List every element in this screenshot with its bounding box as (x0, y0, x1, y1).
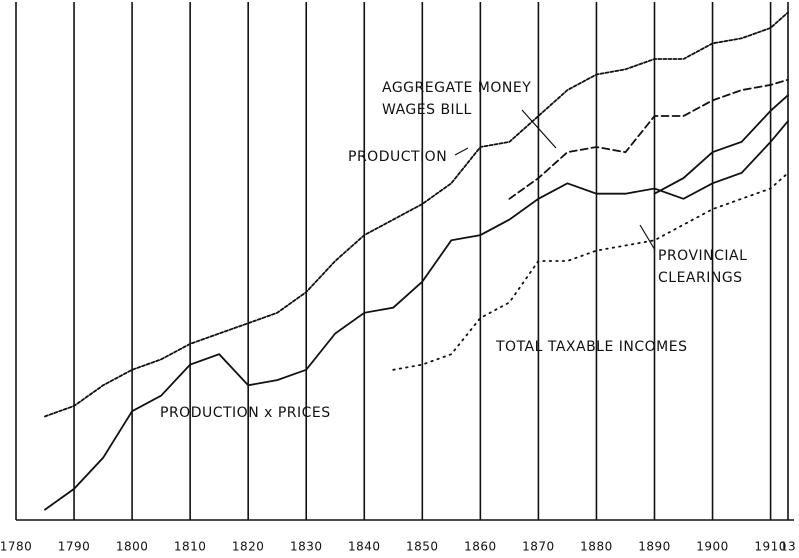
x-tick-label: 1900 (696, 540, 729, 554)
annotation: PROVINCIAL (658, 248, 747, 264)
x-tick-label: 1810 (174, 540, 207, 554)
x-tick-label: 1840 (348, 540, 381, 554)
annotation: PRODUCTION (348, 149, 447, 165)
x-tick-label: 1780 (0, 540, 32, 554)
series-line (508, 78, 789, 200)
annotation: PRODUCTION x PRICES (160, 405, 331, 421)
x-tick-label: 1910 (754, 540, 787, 554)
series-line (653, 94, 789, 195)
x-tick-label: 1830 (290, 540, 323, 554)
x-tick-label: 13 (780, 540, 796, 554)
annotation: AGGREGATE MONEY (382, 80, 531, 96)
pointer (454, 109, 656, 251)
x-tick-label: 1850 (406, 540, 439, 554)
x-tick-label: 1820 (232, 540, 265, 554)
annotation: WAGES BILL (382, 102, 472, 118)
annotation: CLEARINGS (658, 270, 743, 286)
x-tick-label: 1890 (638, 540, 671, 554)
x-tick-label: 1880 (580, 540, 613, 554)
x-tick-label: 1860 (464, 540, 497, 554)
series-line (44, 11, 789, 418)
x-tick-label: 1800 (116, 540, 149, 554)
x-tick-label: 1790 (58, 540, 91, 554)
x-tick-label: 1870 (522, 540, 555, 554)
annotation: TOTAL TAXABLE INCOMES (495, 339, 687, 355)
series-line (44, 120, 789, 511)
